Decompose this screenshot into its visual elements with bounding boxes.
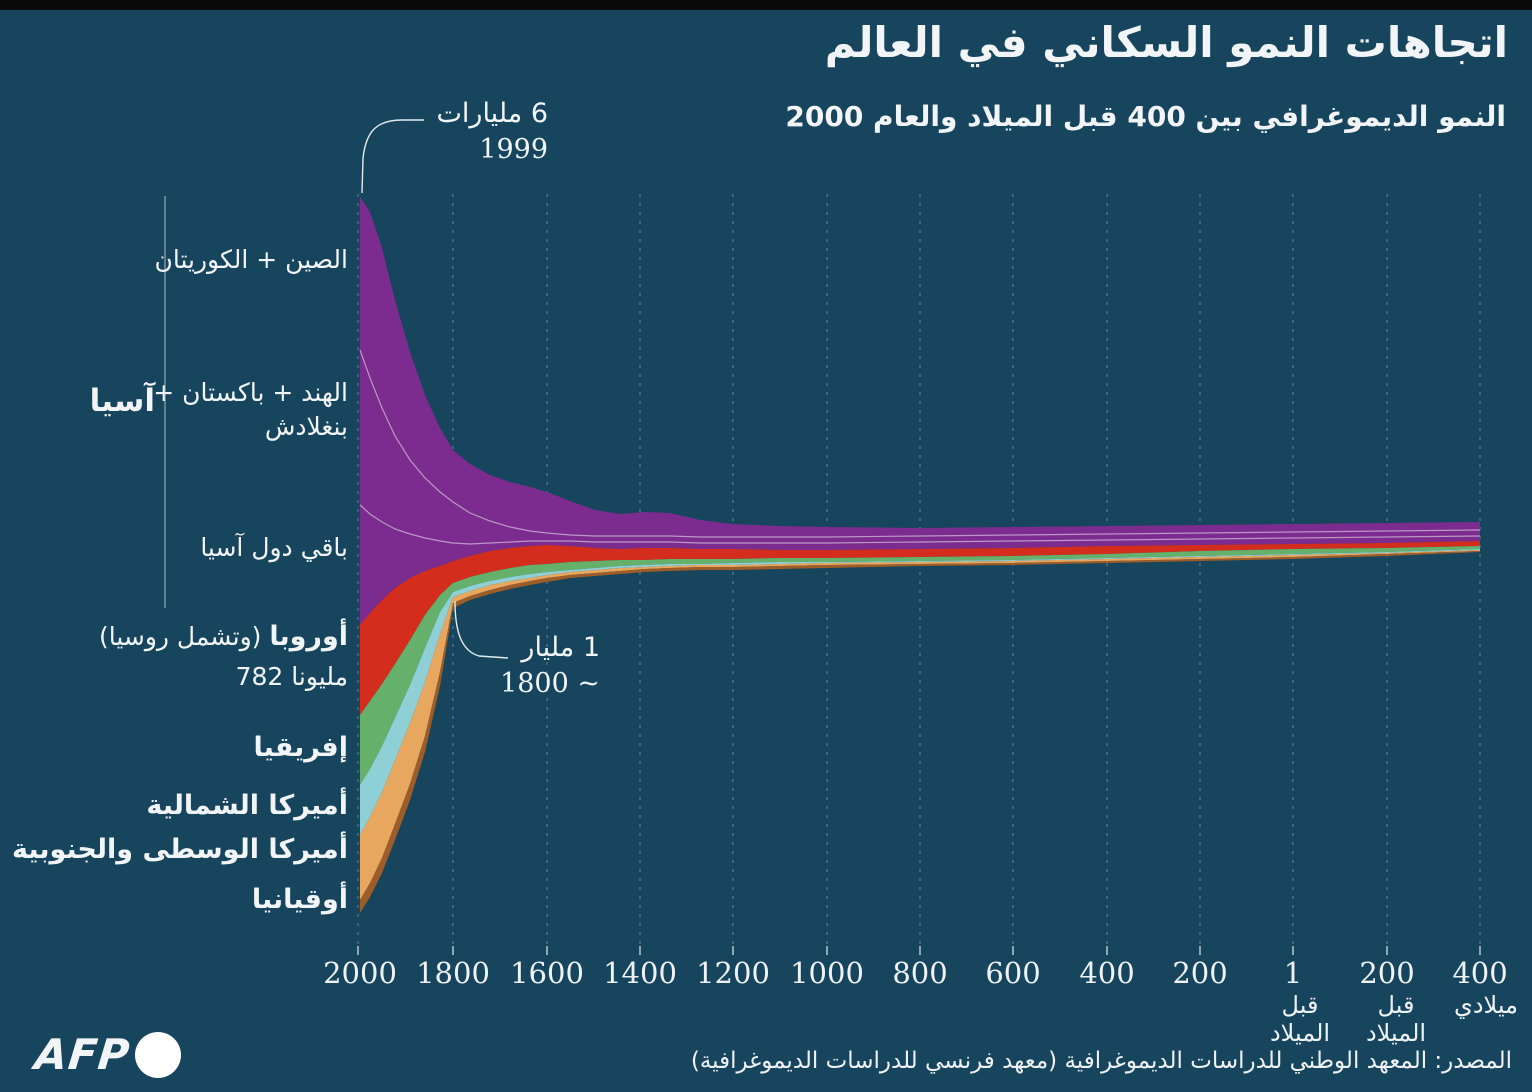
label-africa: إفريقيا xyxy=(253,732,348,763)
label-europe-note: (وتشمل روسيا) xyxy=(98,622,262,651)
separator-india-restasia xyxy=(359,504,1481,545)
asia-bracket-line xyxy=(164,196,166,608)
annotation-one-billion: 1 مليار 1800 ~ xyxy=(500,630,600,702)
label-india-pakistan-line1: الهند + باكستان + xyxy=(153,378,348,407)
label-central-south-america: أميركا الوسطى والجنوبية xyxy=(11,834,348,865)
annotation-six-billion-year: 1999 xyxy=(479,134,548,165)
stream-areas xyxy=(360,197,1480,913)
axis-tick-200ad: 200 xyxy=(1172,956,1228,990)
label-europe: أوروبا (وتشمل روسيا) xyxy=(99,620,348,654)
axis-era-label-2: قبل الميلاد xyxy=(1365,991,1427,1047)
axis-tick-marks xyxy=(357,946,1481,955)
axis-tick-1400ad: 1400 xyxy=(603,956,677,990)
label-india-pakistan-bangladesh: الهند + باكستان + بنغلادش xyxy=(153,376,348,444)
asia-subregion-separator-lines xyxy=(359,349,1481,545)
separator-china-india xyxy=(359,349,1481,538)
area-asia-purple xyxy=(360,197,1480,625)
axis-tick-1000ad: 1000 xyxy=(790,956,864,990)
axis-tick-600ad: 600 xyxy=(985,956,1041,990)
axis-tick-1800ad: 1800 xyxy=(416,956,490,990)
axis-era-label-1: قبل الميلاد xyxy=(1269,991,1331,1047)
label-india-pakistan-line2: بنغلادش xyxy=(264,412,348,441)
afp-logo-circle-icon xyxy=(134,1031,181,1078)
page-subtitle: النمو الديموغرافي بين 400 قبل الميلاد وا… xyxy=(785,100,1506,133)
one-billion-connector-line xyxy=(454,600,509,659)
label-north-america: أميركا الشمالية xyxy=(146,790,348,821)
page-title: اتجاهات النمو السكاني في العالم xyxy=(824,18,1508,67)
source-credit: المصدر: المعهد الوطني للدراسات الديموغرا… xyxy=(690,1048,1512,1074)
axis-tick-1200ad: 1200 xyxy=(696,956,770,990)
annotation-six-billion: 6 مليارات 1999 xyxy=(436,96,548,168)
top-black-bar xyxy=(0,0,1532,10)
axis-tick-400bc: 400 xyxy=(1452,956,1508,990)
six-billion-connector-line xyxy=(361,119,424,194)
area-oceania-brown xyxy=(360,551,1480,913)
afp-logo-text: AFP xyxy=(32,1030,133,1079)
label-oceania: أوقيانيا xyxy=(251,884,348,915)
annotation-one-billion-year: 1800 ~ xyxy=(500,668,600,699)
annotation-one-billion-label: 1 مليار xyxy=(521,632,600,663)
annotation-six-billion-label: 6 مليارات xyxy=(436,98,548,129)
afp-logo: AFP xyxy=(32,1030,181,1079)
axis-tick-200bc: 200 xyxy=(1359,956,1415,990)
label-rest-of-asia: باقي دول آسيا xyxy=(200,533,348,562)
axis-tick-2000ad: 2000 xyxy=(323,956,397,990)
label-asia-group: آسيا xyxy=(89,383,155,419)
axis-era-label-3: ميلادي xyxy=(1454,991,1518,1019)
label-europe-value: 782 مليونا xyxy=(235,662,348,691)
axis-tick-400ad: 400 xyxy=(1079,956,1135,990)
area-europe-red xyxy=(360,541,1480,715)
axis-tick-800ad: 800 xyxy=(892,956,948,990)
axis-tick-1600ad: 1600 xyxy=(510,956,584,990)
label-china-koreas: الصين + الكوريتان xyxy=(154,245,349,274)
axis-tick-year1: 1 xyxy=(1283,956,1303,990)
label-europe-name: أوروبا xyxy=(269,621,348,652)
